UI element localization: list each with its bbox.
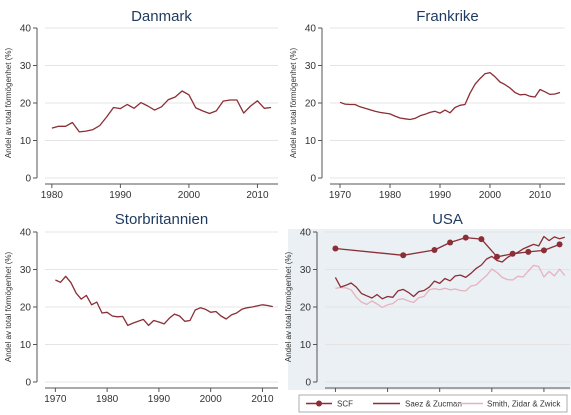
x-tick-label: 2000 [479,190,502,201]
y-tick-label: 40 [20,228,32,239]
x-tick-label: 2010 [251,394,274,405]
legend-label: Smith, Zidar & Zwick [487,400,561,409]
data-point [462,234,469,241]
x-tick-label: 2000 [178,190,201,201]
data-point [478,236,485,243]
x-tick-label: 1980 [96,394,119,405]
y-axis-label: Andel av total förmögenhet (%) [4,252,13,363]
data-point [431,247,438,253]
panel-3: USA 0 10 20 30 40 Andel av total förmögenhet (… [284,211,571,405]
y-tick-label: 40 [20,24,32,35]
x-tick-label: 1990 [109,190,132,201]
y-tick-label: 0 [25,174,31,185]
data-point [525,248,532,255]
panel-title: Frankrike [416,8,479,25]
data-point [332,245,339,252]
y-tick-label: 40 [300,228,312,239]
series-line-single_series [51,90,272,133]
legend-label: SCF [337,400,353,409]
y-tick-label: 20 [305,99,317,110]
x-tick-label: 2010 [246,190,269,201]
data-point [509,250,516,257]
panel-title: Storbritannien [115,211,208,228]
y-tick-label: 0 [310,174,316,185]
data-point [556,241,563,248]
x-tick-label: 1980 [41,190,64,201]
panel-0: Danmark 0 10 20 30 40 Andel av total förmögenh… [4,8,278,201]
legend-label: Saez & Zucman [405,400,462,409]
y-axis-label: Andel av total förmögenhet (%) [289,48,298,159]
y-tick-label: 10 [20,136,32,147]
panel-title: USA [432,211,463,228]
y-tick-label: 40 [305,24,317,35]
panel-1: Frankrike 0 10 20 30 40 Andel av total förmöge… [289,8,565,201]
series-line-single_series [55,275,273,327]
panel-title: Danmark [131,8,192,25]
y-tick-label: 20 [20,303,32,314]
data-point [540,247,547,254]
y-tick-label: 30 [305,61,317,72]
x-tick-label: 1980 [379,190,402,201]
y-axis-label: Andel av total förmögenhet (%) [284,252,293,363]
x-tick-label: 1990 [148,394,171,405]
y-tick-label: 30 [20,61,32,72]
y-tick-label: 10 [300,340,312,351]
x-tick-label: 1970 [329,190,352,201]
y-tick-label: 10 [305,136,317,147]
panel-2: Storbritannien 0 10 20 30 40 Andel av total fö… [4,211,278,405]
y-tick-label: 30 [20,265,32,276]
y-tick-label: 20 [20,99,32,110]
data-point [447,239,454,246]
legend: SCF Saez & Zucman Smith, Zidar & Zwick [298,394,568,413]
legend-marker [316,400,322,407]
x-tick-label: 1990 [429,190,452,201]
y-tick-label: 20 [300,303,312,314]
y-tick-label: 30 [300,265,312,276]
legend-box [298,394,568,413]
x-tick-label: 2000 [200,394,223,405]
y-tick-label: 0 [25,378,31,389]
panel-background [288,229,571,390]
data-point [400,252,407,259]
series-line-saez_zucman [334,235,565,300]
y-tick-label: 10 [20,340,32,351]
x-tick-label: 1970 [44,394,67,405]
data-point [494,253,501,260]
series-line-szz [335,264,566,309]
y-tick-label: 0 [305,378,311,389]
x-tick-label: 2010 [529,190,552,201]
y-axis-label: Andel av total förmögenhet (%) [4,48,13,159]
series-line-single_series [339,71,561,121]
